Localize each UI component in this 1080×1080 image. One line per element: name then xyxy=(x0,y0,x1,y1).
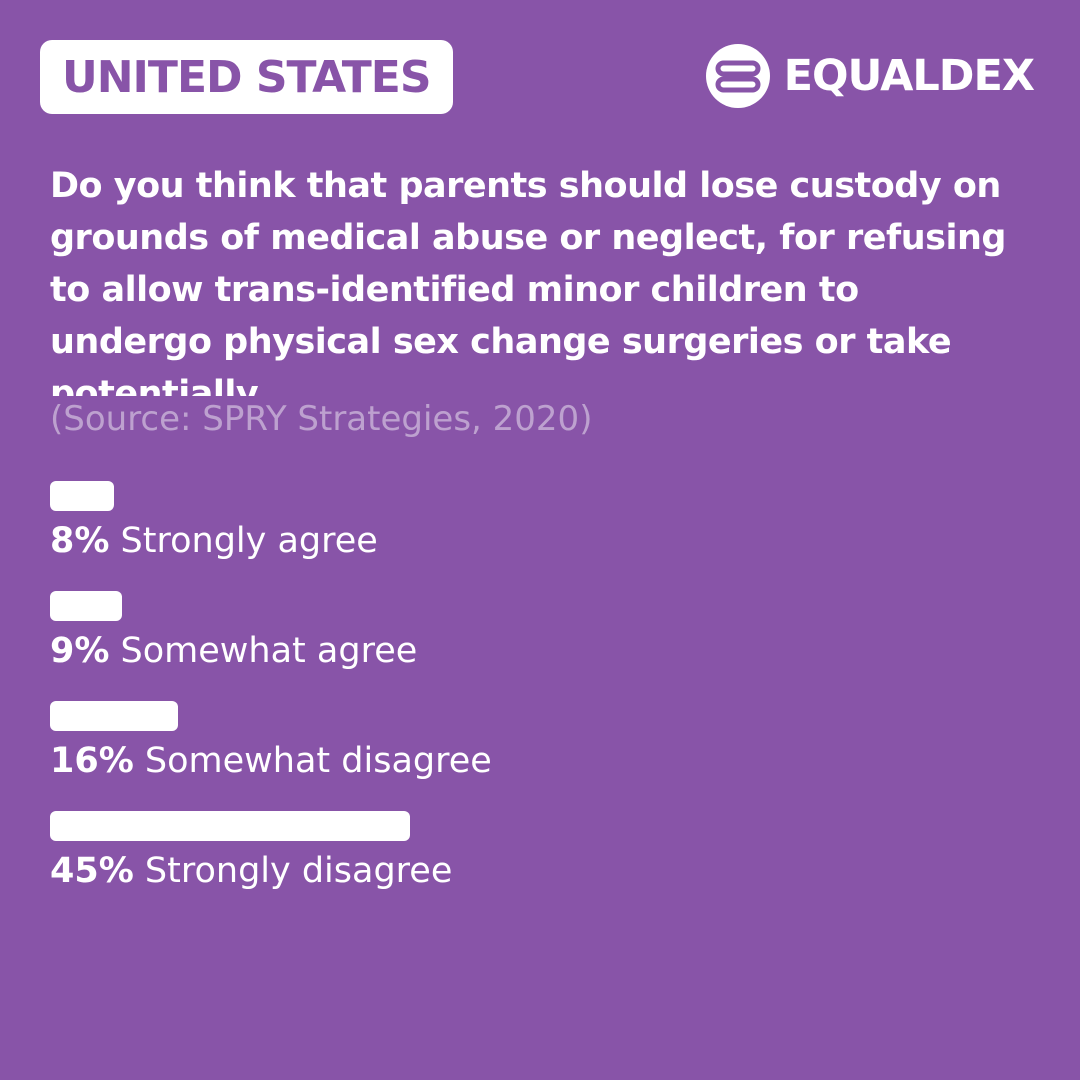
results-chart: 8% Strongly agree 9% Somewhat agree 16% So… xyxy=(50,481,1010,921)
brand-name: EQUALDEX xyxy=(783,51,1035,101)
result-bar xyxy=(50,811,410,841)
result-label: 9% Somewhat agree xyxy=(50,629,1010,673)
result-percentage: 16% xyxy=(50,741,134,781)
equaldex-logo-icon xyxy=(705,44,770,108)
country-name: UNITED STATES xyxy=(62,51,432,103)
bar-track xyxy=(50,591,850,621)
survey-question: Do you think that parents should lose cu… xyxy=(50,166,1006,396)
result-label: 45% Strongly disagree xyxy=(50,849,1010,893)
bar-track xyxy=(50,811,850,841)
result-label: 16% Somewhat disagree xyxy=(50,739,1010,783)
result-item: 45% Strongly disagree xyxy=(50,811,1010,921)
brand-logo: EQUALDEX xyxy=(705,44,1035,108)
result-item: 8% Strongly agree xyxy=(50,481,1010,591)
result-item: 9% Somewhat agree xyxy=(50,591,1010,701)
result-category: Somewhat disagree xyxy=(133,741,492,781)
result-percentage: 8% xyxy=(50,521,110,561)
result-category: Somewhat agree xyxy=(109,631,418,671)
bar-track xyxy=(50,701,850,731)
result-percentage: 9% xyxy=(50,631,110,671)
result-bar xyxy=(50,591,122,621)
result-percentage: 45% xyxy=(50,851,134,891)
result-category: Strongly disagree xyxy=(133,851,453,891)
bar-track xyxy=(50,481,850,511)
source-citation: (Source: SPRY Strategies, 2020) xyxy=(50,399,593,439)
result-item: 16% Somewhat disagree xyxy=(50,701,1010,811)
result-bar xyxy=(50,701,178,731)
country-badge: UNITED STATES xyxy=(40,40,453,114)
result-category: Strongly agree xyxy=(109,521,378,561)
result-label: 8% Strongly agree xyxy=(50,519,1010,563)
result-bar xyxy=(50,481,114,511)
